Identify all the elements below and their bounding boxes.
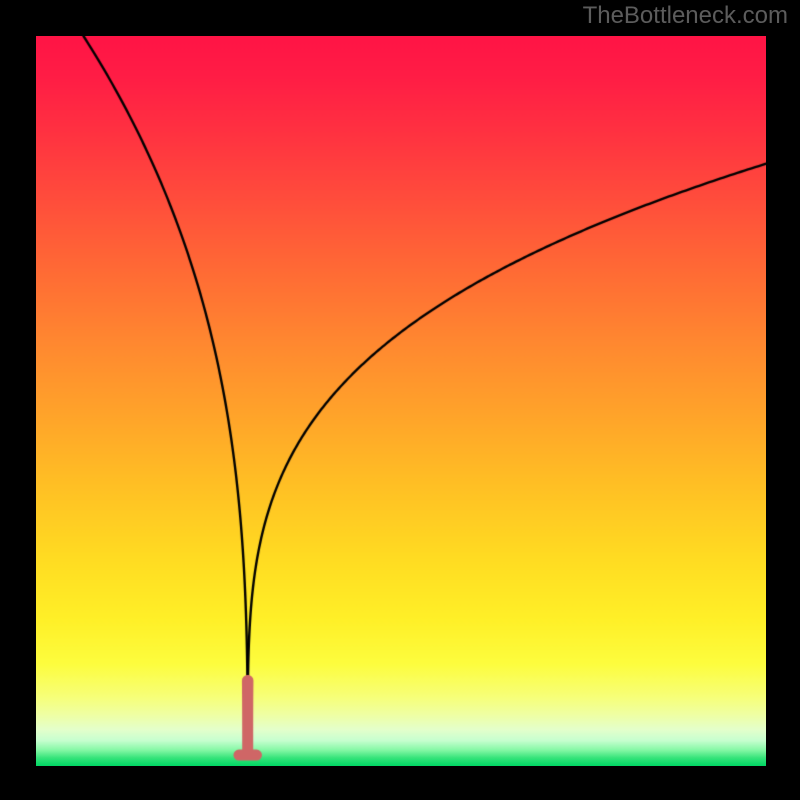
watermark-text: TheBottleneck.com — [583, 2, 788, 30]
plot-area — [36, 36, 766, 766]
chart-root: TheBottleneck.com — [0, 0, 800, 800]
bottleneck-curve — [36, 36, 766, 766]
